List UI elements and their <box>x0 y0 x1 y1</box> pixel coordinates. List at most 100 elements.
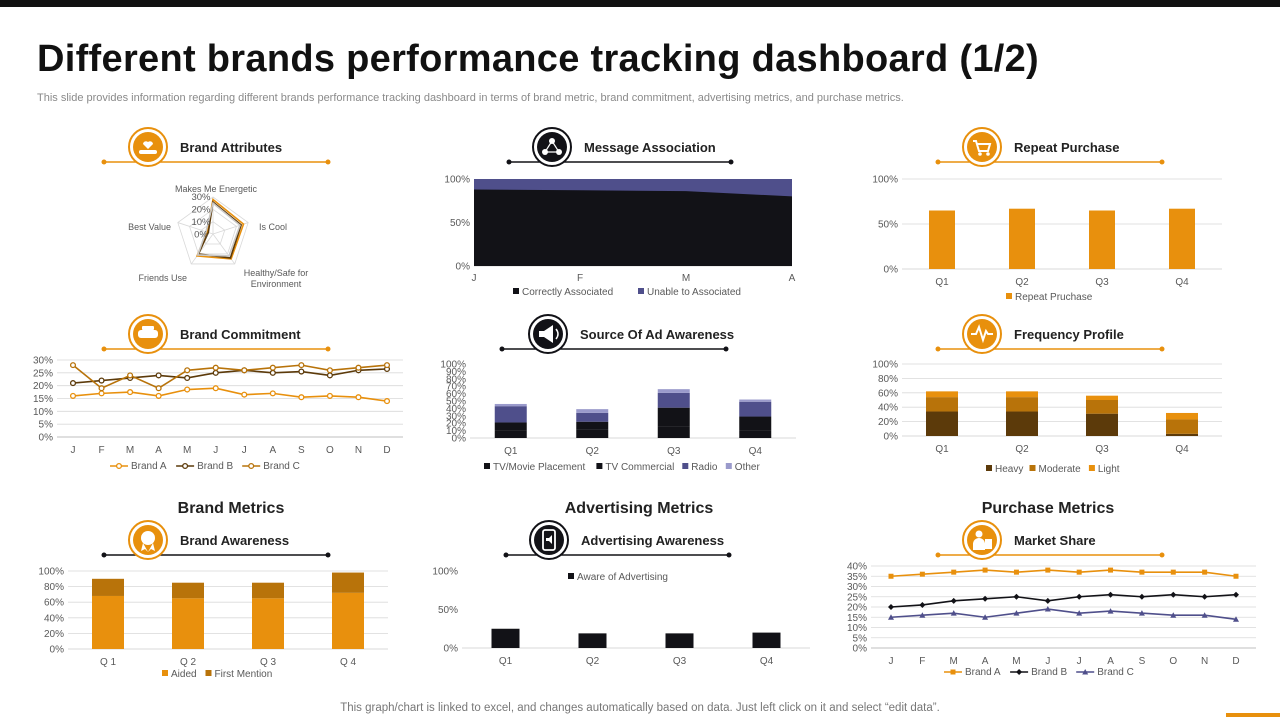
x-tick-label: A <box>982 656 989 667</box>
y-tick-label: 20% <box>44 629 64 640</box>
x-tick-label: Q4 <box>749 446 763 457</box>
bar-segment-tv-commercial <box>494 422 527 431</box>
legend-swatch <box>596 463 603 469</box>
marker-circle <box>241 391 248 398</box>
y-tick-label: 80% <box>878 374 898 385</box>
y-tick-label: 90% <box>446 367 466 378</box>
y-tick-label: 0% <box>456 262 471 273</box>
marker-triangle <box>950 610 957 616</box>
line-brand-a <box>72 387 388 402</box>
marker-circle <box>155 372 162 379</box>
bar-segment-radio <box>576 412 609 422</box>
icon-disc <box>537 132 567 162</box>
y-tick-label: 20% <box>33 381 53 392</box>
bar-segment-tv-commercial <box>576 421 609 430</box>
ad-shape <box>546 535 552 544</box>
legend-swatch <box>986 465 992 471</box>
pulse-icon <box>971 324 993 344</box>
line-brand-c <box>890 608 1237 621</box>
line-brand-b <box>890 593 1237 608</box>
y-tick-label: 20% <box>446 419 466 430</box>
message_association-legend: Correctly Associated Unable to Associated <box>513 287 741 298</box>
x-tick-label: F <box>98 445 104 456</box>
x-tick-label: J <box>242 445 247 456</box>
bar-segment-moderate <box>1166 419 1198 434</box>
y-tick-label: 15% <box>847 613 867 624</box>
legend-label: Brand B <box>197 461 233 472</box>
rule-dot-right <box>1159 159 1165 165</box>
title-backing <box>173 528 343 550</box>
bar-segment-other <box>494 403 527 407</box>
marker-circle <box>69 362 77 369</box>
marker-square <box>951 569 957 575</box>
legend-label: Radio <box>691 462 718 473</box>
marker-square <box>1076 569 1082 575</box>
marker-circle <box>269 390 276 397</box>
rule-dot-left <box>935 159 941 165</box>
y-tick-label: 0% <box>50 645 65 656</box>
x-tick-label: Q1 <box>935 444 949 455</box>
radar-axis-label: Friends Use <box>138 273 187 283</box>
marker-circle <box>326 367 333 374</box>
bar-segment-tv-movie-placement <box>739 430 772 438</box>
x-tick-label: Q3 <box>1095 277 1109 288</box>
y-tick-label: 40% <box>446 404 466 415</box>
repeat_purchase-chart: 100% 50% 0% Q1 Q2 Q3 Q4 <box>872 175 1222 288</box>
chart-title: Market Share <box>1014 533 1096 548</box>
rule-dot-left <box>101 552 107 558</box>
x-tick-label: J <box>213 445 218 456</box>
marker-diamond <box>950 597 957 604</box>
y-tick-label: 70% <box>446 382 466 393</box>
rule-dot-right <box>723 346 729 352</box>
legend-label: TV/Movie Placement <box>493 462 585 473</box>
frequency_profile-header: Frequency Profile <box>935 314 1177 354</box>
marker-square <box>1202 569 1208 575</box>
y-tick-label: 100% <box>872 360 898 371</box>
bar-segment-first-mention <box>252 582 284 599</box>
bar <box>929 210 955 269</box>
y-tick-label: 0% <box>853 644 868 655</box>
marker-circle <box>298 394 305 401</box>
chart-title: Advertising Awareness <box>581 533 724 548</box>
marker-square <box>1233 573 1239 579</box>
y-tick-label: 0% <box>452 434 467 445</box>
brand_commitment-header: Brand Commitment <box>101 314 343 354</box>
legend-label: First Mention <box>215 669 273 680</box>
hand-shape <box>139 150 157 154</box>
line-brand-c <box>72 364 388 390</box>
x-tick-label: M <box>950 656 958 667</box>
marker-circle <box>383 362 391 369</box>
bar-segment-heavy <box>926 411 958 436</box>
bar-segment-radio <box>739 401 772 417</box>
marker-square <box>950 669 956 675</box>
source_ad_awareness-legend: TV/Movie Placement TV Commercial Radio Othe… <box>484 462 760 473</box>
market_share-legend: Brand A Brand B Brand C <box>944 667 1134 678</box>
y-tick-label: 25% <box>33 368 53 379</box>
y-tick-label: 30% <box>33 356 53 367</box>
advertising_awareness-legend: Aware of Advertising <box>568 572 668 583</box>
y-tick-label: 60% <box>878 388 898 399</box>
bar-segment-aided <box>252 598 284 649</box>
x-tick-label: F <box>577 273 583 284</box>
marker-circle <box>355 364 362 371</box>
y-tick-label: 40% <box>847 562 867 573</box>
repeat_purchase-legend: Repeat Pruchase <box>1006 292 1093 303</box>
y-tick-label: 80% <box>44 582 64 593</box>
x-tick-label: Q2 <box>1015 277 1029 288</box>
hands-shape <box>138 330 158 338</box>
radar-axis-label: Best Value <box>128 222 171 232</box>
section-advertising-metrics: Advertising Metrics <box>564 500 714 517</box>
marker-diamond <box>1044 597 1051 604</box>
marker-diamond <box>919 601 926 608</box>
marker-triangle <box>1076 610 1083 616</box>
section-purchase-metrics: Purchase Metrics <box>981 500 1115 517</box>
marker-triangle <box>982 614 989 620</box>
marker-diamond <box>888 604 894 610</box>
legend-label: Repeat Pruchase <box>1015 292 1093 303</box>
marker-circle <box>98 377 105 384</box>
bar-segment-light <box>1006 391 1038 398</box>
marker-triangle <box>1170 612 1177 618</box>
legend-label: Aware of Advertising <box>577 572 668 583</box>
frequency_profile-legend: Heavy Moderate Light <box>986 464 1120 475</box>
marker-circle <box>155 385 162 392</box>
